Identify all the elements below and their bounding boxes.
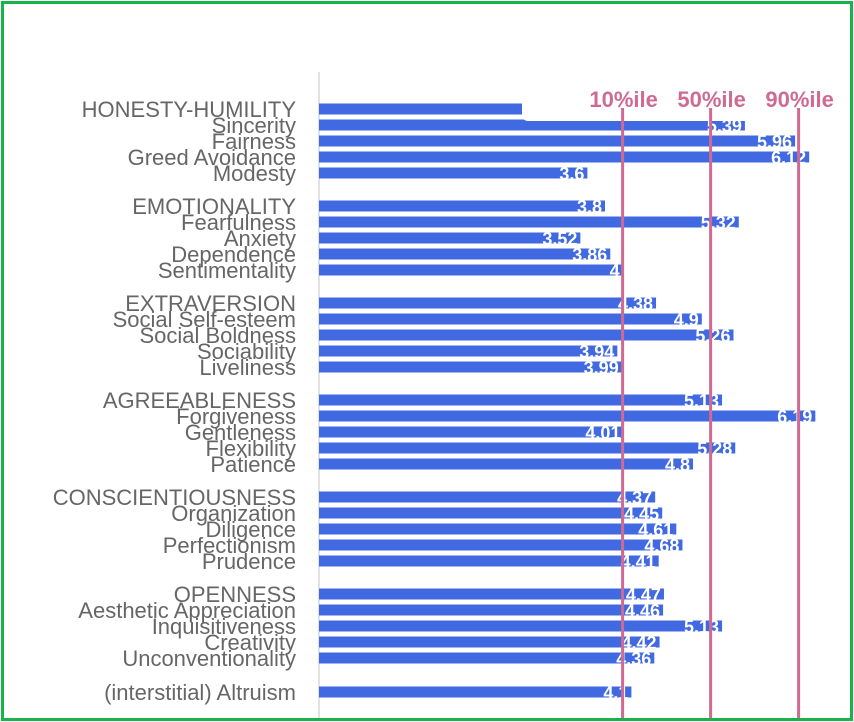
value-label-prudence: 4.41 bbox=[621, 552, 656, 572]
category-label-sociability: Sociability bbox=[197, 339, 296, 364]
bar-patience bbox=[319, 458, 693, 470]
bar-flexibility bbox=[319, 442, 736, 454]
bar-inquisitiveness bbox=[319, 620, 723, 632]
value-label-sentimentality: 4 bbox=[610, 261, 620, 281]
category-label-creativity: Creativity bbox=[204, 630, 296, 655]
value-label-agreeableness: 5.13 bbox=[684, 391, 719, 411]
value-label-dependence: 3.86 bbox=[572, 245, 607, 265]
value-label-flexibility: 5.28 bbox=[697, 439, 732, 459]
value-label-diligence: 4.61 bbox=[638, 520, 673, 540]
category-label-extraversion: EXTRAVERSION bbox=[125, 291, 296, 316]
category-label-conscientiousness: CONSCIENTIOUSNESS bbox=[53, 485, 296, 510]
value-label-liveliness: 3.99 bbox=[584, 358, 619, 378]
value-label-perfectionism: 4.68 bbox=[644, 536, 679, 556]
value-label-interstitial-altruism: 4.1 bbox=[603, 683, 628, 703]
value-label-anxiety: 3.52 bbox=[542, 229, 577, 249]
value-label-extraversion: 4.38 bbox=[618, 294, 653, 314]
value-label-greed-avoidance: 6.12 bbox=[771, 148, 806, 168]
value-label-organization: 4.45 bbox=[624, 504, 659, 524]
reference-label-50pctile: 50%ile bbox=[677, 87, 746, 112]
value-label-creativity: 4.42 bbox=[622, 633, 657, 653]
bar-perfectionism bbox=[319, 539, 683, 551]
bar-forgiveness bbox=[319, 410, 816, 422]
category-label-inquisitiveness: Inquisitiveness bbox=[152, 614, 296, 639]
value-label-gentleness: 4.01 bbox=[585, 423, 620, 443]
category-label-agreeableness: AGREEABLENESS bbox=[103, 388, 296, 413]
value-label-unconventionality: 4.36 bbox=[616, 649, 651, 669]
reference-label-box bbox=[522, 81, 794, 121]
value-label-openness: 4.47 bbox=[626, 585, 661, 605]
category-label-gentleness: Gentleness bbox=[185, 420, 296, 445]
category-label-anxiety: Anxiety bbox=[224, 226, 296, 251]
category-label-fearfulness: Fearfulness bbox=[181, 210, 296, 235]
bar-unconventionality bbox=[319, 652, 655, 664]
category-label-fairness: Fairness bbox=[212, 129, 296, 154]
category-label-social-self-esteem: Social Self-esteem bbox=[113, 307, 296, 332]
category-label-openness: OPENNESS bbox=[174, 582, 296, 607]
bar-social-boldness bbox=[319, 329, 734, 341]
bar-diligence bbox=[319, 523, 677, 535]
bar-extraversion bbox=[319, 297, 657, 309]
value-label-sociability: 3.94 bbox=[579, 342, 614, 362]
category-label-diligence: Diligence bbox=[206, 517, 297, 542]
bar-chart: 5.395.966.123.63.85.323.523.8644.384.95.… bbox=[53, 72, 834, 718]
category-label-flexibility: Flexibility bbox=[206, 436, 296, 461]
bar-interstitial-altruism bbox=[319, 686, 632, 698]
category-label-patience: Patience bbox=[210, 452, 296, 477]
bar-dependence bbox=[319, 248, 611, 260]
category-label-sentimentality: Sentimentality bbox=[158, 258, 296, 283]
bar-modesty bbox=[319, 167, 588, 179]
bars-group bbox=[319, 103, 816, 698]
value-label-fairness: 5.96 bbox=[757, 132, 792, 152]
bar-emotionality bbox=[319, 200, 605, 212]
value-label-social-boldness: 5.26 bbox=[695, 326, 730, 346]
category-label-dependence: Dependence bbox=[171, 242, 296, 267]
category-label-emotionality: EMOTIONALITY bbox=[132, 194, 296, 219]
value-label-conscientiousness: 4.37 bbox=[617, 488, 652, 508]
bar-social-self-esteem bbox=[319, 313, 702, 325]
category-label-prudence: Prudence bbox=[202, 549, 296, 574]
category-label-sincerity: Sincerity bbox=[212, 113, 296, 138]
bar-openness bbox=[319, 588, 664, 600]
bar-sentimentality bbox=[319, 264, 623, 276]
bar-sociability bbox=[319, 345, 618, 357]
value-label-emotionality: 3.8 bbox=[577, 197, 602, 217]
value-label-modesty: 3.6 bbox=[559, 164, 584, 184]
category-label-social-boldness: Social Boldness bbox=[139, 323, 296, 348]
bar-fairness bbox=[319, 135, 796, 147]
reference-label-90pctile: 90%ile bbox=[765, 87, 834, 112]
value-label-forgiveness: 6.19 bbox=[777, 407, 812, 427]
category-label-modesty: Modesty bbox=[213, 161, 296, 186]
value-label-fearfulness: 5.32 bbox=[701, 213, 736, 233]
category-label-honesty-humility: HONESTY-HUMILITY bbox=[82, 97, 297, 122]
category-label-unconventionality: Unconventionality bbox=[122, 646, 296, 671]
bar-sincerity bbox=[319, 119, 745, 131]
bar-anxiety bbox=[319, 232, 581, 244]
bar-agreeableness bbox=[319, 394, 723, 406]
bar-prudence bbox=[319, 555, 659, 567]
value-label-inquisitiveness: 5.13 bbox=[684, 617, 719, 637]
bar-liveliness bbox=[319, 361, 622, 373]
category-label-forgiveness: Forgiveness bbox=[176, 404, 296, 429]
category-label-organization: Organization bbox=[171, 501, 296, 526]
category-label-aesthetic-appreciation: Aesthetic Appreciation bbox=[78, 598, 296, 623]
bar-gentleness bbox=[319, 426, 624, 438]
bar-fearfulness bbox=[319, 216, 739, 228]
bar-organization bbox=[319, 507, 663, 519]
category-label-perfectionism: Perfectionism bbox=[163, 533, 296, 558]
category-label-greed-avoidance: Greed Avoidance bbox=[128, 145, 296, 170]
bar-creativity bbox=[319, 636, 660, 648]
value-label-social-self-esteem: 4.9 bbox=[674, 310, 699, 330]
bar-aesthetic-appreciation bbox=[319, 604, 664, 616]
category-label-liveliness: Liveliness bbox=[199, 355, 296, 380]
bar-greed-avoidance bbox=[319, 151, 810, 163]
value-label-aesthetic-appreciation: 4.46 bbox=[625, 601, 660, 621]
reference-lines-group: 10%ile 50%ile 90%ile bbox=[522, 81, 834, 718]
category-label-interstitial-altruism: (interstitial) Altruism bbox=[104, 680, 296, 705]
reference-label-10pctile: 10%ile bbox=[589, 87, 658, 112]
value-label-patience: 4.8 bbox=[665, 455, 690, 475]
bar-conscientiousness bbox=[319, 491, 656, 503]
